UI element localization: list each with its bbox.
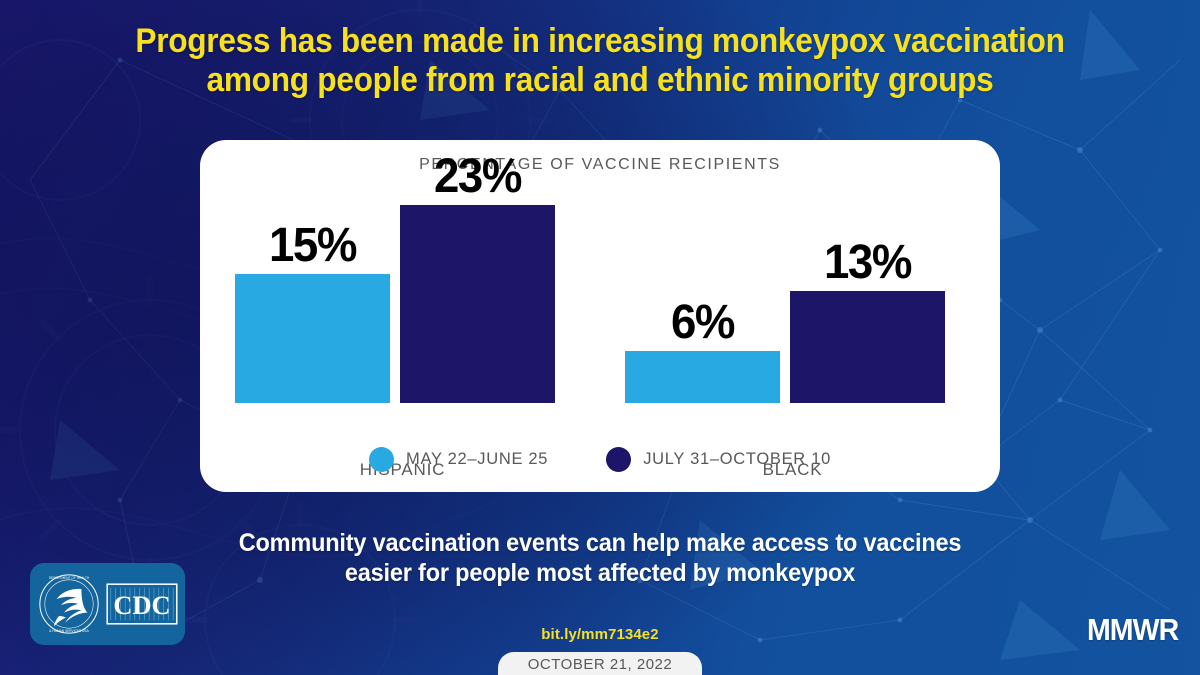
- legend-item-period2[interactable]: JULY 31–OCTOBER 10: [606, 447, 831, 472]
- legend-label-period1: MAY 22–JUNE 25: [406, 450, 549, 468]
- cdc-logo[interactable]: DEPARTMENT OF HEALTH & HUMAN SERVICES US…: [30, 563, 185, 645]
- bar-slot-hispanic-period1: 15%: [235, 188, 390, 403]
- bar-slot-black-period2: 13%: [790, 188, 945, 403]
- bar-slot-hispanic-period2: 23%: [400, 153, 555, 403]
- bar-value-black-period2: 13%: [823, 236, 912, 289]
- source-link[interactable]: bit.ly/mm7134e2: [541, 626, 659, 643]
- chart-title: PERCENTAGE OF VACCINE RECIPIENTS: [419, 156, 781, 173]
- bar-black-period2[interactable]: [790, 291, 945, 403]
- legend-label-period2: JULY 31–OCTOBER 10: [643, 450, 831, 468]
- legend-item-period1[interactable]: MAY 22–JUNE 25: [369, 447, 548, 472]
- hhs-seal-icon: DEPARTMENT OF HEALTH & HUMAN SERVICES US…: [38, 574, 99, 634]
- bar-slot-black-period1: 6%: [625, 188, 780, 403]
- svg-text:DEPARTMENT OF HEALTH: DEPARTMENT OF HEALTH: [48, 576, 89, 580]
- chart-legend: MAY 22–JUNE 25 JULY 31–OCTOBER 10: [200, 447, 1000, 472]
- svg-text:& HUMAN SERVICES USA: & HUMAN SERVICES USA: [49, 629, 89, 633]
- category-label-black: BLACK: [762, 460, 823, 479]
- bar-group-hispanic: 15% 23% HISPANIC: [230, 153, 575, 479]
- bar-group-black: 6% 13% BLACK: [620, 188, 965, 479]
- bar-value-hispanic-period2: 23%: [433, 150, 522, 203]
- cdc-wordmark-icon: CDC: [105, 583, 178, 625]
- legend-swatch-icon-period2: [606, 447, 632, 472]
- bar-black-period1[interactable]: [625, 351, 780, 403]
- bar-value-black-period1: 6%: [670, 296, 735, 349]
- key-message: Community vaccination events can help ma…: [238, 529, 962, 587]
- bar-hispanic-period2[interactable]: [400, 205, 555, 403]
- publication-date: OCTOBER 21, 2022: [498, 652, 702, 675]
- legend-swatch-icon-period1: [369, 447, 395, 472]
- bar-chart-plot: 15% 23% HISPANIC 6% 13% B: [200, 153, 1000, 479]
- bar-value-hispanic-period1: 15%: [268, 219, 357, 272]
- bar-hispanic-period1[interactable]: [235, 274, 390, 403]
- mmwr-wordmark: MMWR: [1086, 612, 1179, 647]
- page-title: Progress has been made in increasing mon…: [135, 22, 1065, 100]
- svg-text:CDC: CDC: [113, 590, 170, 620]
- chart-card: PERCENTAGE OF VACCINE RECIPIENTS 15% 23%…: [200, 140, 1000, 492]
